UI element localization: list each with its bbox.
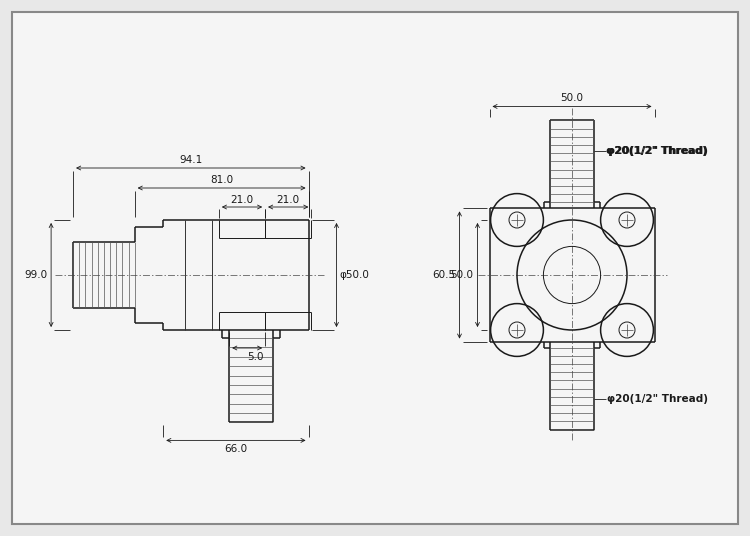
Text: 50.0: 50.0 — [451, 270, 473, 280]
Text: 94.1: 94.1 — [179, 155, 203, 165]
Text: φ20(1/2" Thread): φ20(1/2" Thread) — [606, 146, 707, 157]
Text: 21.0: 21.0 — [230, 195, 254, 205]
Polygon shape — [12, 12, 738, 524]
Text: 66.0: 66.0 — [224, 444, 248, 455]
Text: 21.0: 21.0 — [277, 195, 300, 205]
Text: 60.5: 60.5 — [432, 270, 455, 280]
Text: 81.0: 81.0 — [210, 175, 233, 185]
Text: φ20(1/2" Thread): φ20(1/2" Thread) — [607, 394, 708, 404]
Text: φ50.0: φ50.0 — [340, 270, 370, 280]
Text: 5.0: 5.0 — [247, 352, 263, 362]
Text: 99.0: 99.0 — [24, 270, 47, 280]
Text: φ20(1/2" Thread): φ20(1/2" Thread) — [607, 146, 708, 157]
Text: 50.0: 50.0 — [560, 93, 584, 103]
